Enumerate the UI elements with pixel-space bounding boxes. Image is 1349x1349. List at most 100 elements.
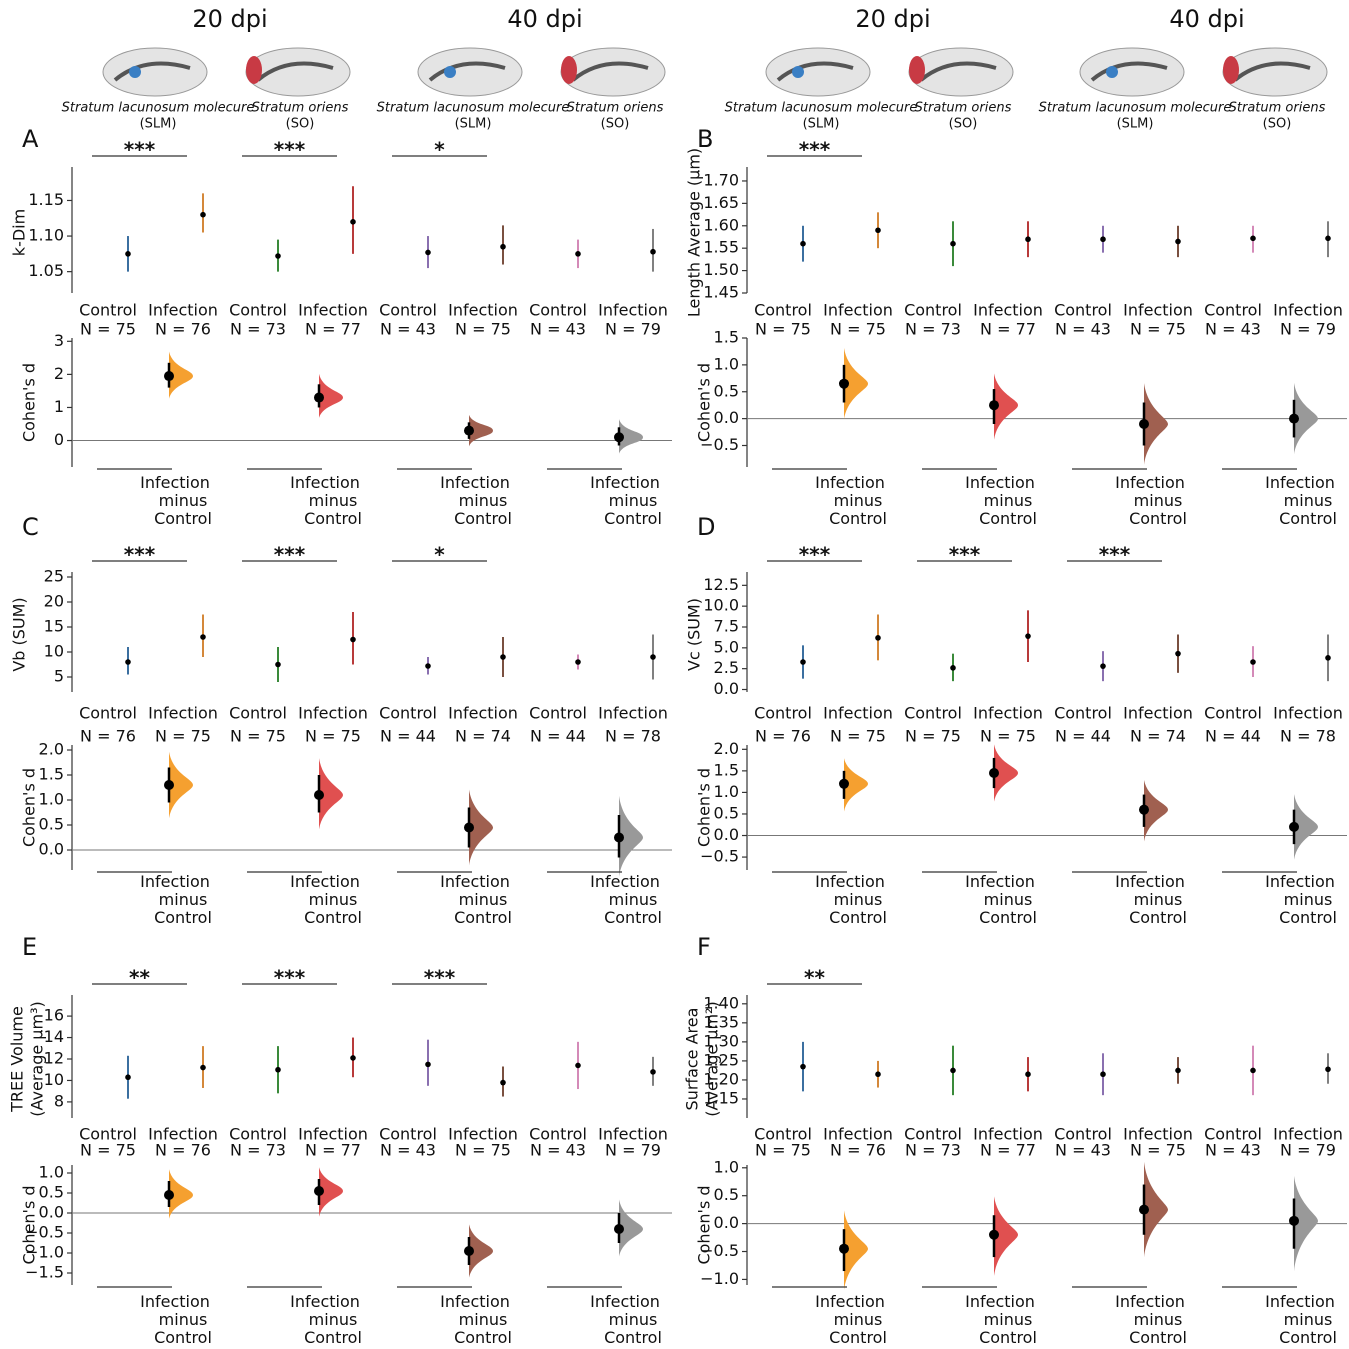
y-tick-label: 5.0 [714,637,739,656]
y-tick-label: 5 [54,667,64,686]
group-mean [1250,1068,1256,1074]
comparison-label-line: minus [459,890,508,909]
effect-size [989,768,999,778]
comparison-label-line: minus [984,890,1033,909]
y-tick-label: 1.15 [28,190,64,209]
comparison-label-line: Infection [590,872,660,891]
group-mean [1025,633,1031,639]
comparison-label-line: Control [829,908,887,927]
group-n: N = 73 [230,320,286,339]
group-mean [275,662,281,668]
group-mean [650,1069,656,1075]
group-mean [575,251,581,257]
significance-stars: *** [124,543,156,567]
region-name: Stratum oriens [567,101,664,116]
group-mean [1100,663,1106,669]
region-highlight [561,56,577,84]
effect-size [1289,1216,1299,1226]
group-n: N = 76 [755,727,811,746]
comparison-label-line: Control [154,509,212,528]
panel-letter: D [697,513,715,541]
group-n: N = 75 [155,727,211,746]
significance-stars: * [434,543,445,567]
comparison-label-line: Control [829,509,887,528]
d-axis-label: Cohen's d [20,768,39,847]
comparison-label: InfectionminusControl [1265,473,1337,528]
comparison-label-line: minus [459,491,508,510]
region-name: Stratum lacunosum molecure [1039,101,1232,116]
significance-stars: *** [799,543,831,567]
group-mean [875,227,881,233]
comparison-label: InfectionminusControl [140,872,212,927]
y-tick-label: 16 [44,1006,64,1025]
comparison-label-line: minus [1134,491,1183,510]
effect-size [1139,419,1149,429]
y-tick-label: 1.10 [28,226,64,245]
group-n: N = 79 [1280,320,1336,339]
comparison-label-line: minus [309,890,358,909]
group-n: N = 44 [1205,727,1261,746]
comparison-label-line: minus [1134,1310,1183,1329]
comparison-label-line: minus [309,1310,358,1329]
group-label: Infection [823,301,893,320]
comparison-label-line: Infection [290,1292,360,1311]
group-n: N = 73 [230,1141,286,1160]
group-label: Control [1204,301,1262,320]
region-name: Stratum lacunosum molecure [62,101,255,116]
d-tick-label: 2 [54,364,64,383]
effect-size [614,1224,624,1234]
d-tick-label: 0.5 [714,803,739,822]
comparison-label-line: Control [1129,1328,1187,1347]
comparison-label-line: Control [979,509,1037,528]
y-tick-label: 10.0 [703,596,739,615]
group-mean [1100,236,1106,242]
comparison-label: InfectionminusControl [440,473,512,528]
y-tick-label: 20 [44,592,64,611]
group-label: Infection [448,301,518,320]
comparison-label-line: Control [604,908,662,927]
d-tick-label: 0.0 [714,408,739,427]
comparison-label-line: Infection [815,1292,885,1311]
comparison-label-line: Control [454,509,512,528]
group-mean [875,1071,881,1077]
significance-stars: *** [799,138,831,162]
d-axis-label: Cohen's d [20,363,39,442]
y-tick-label: 12 [44,1049,64,1068]
d-tick-label: 0.0 [39,1203,64,1222]
group-n: N = 76 [80,727,136,746]
y-tick-label: 12.5 [703,575,739,594]
group-label: Control [229,704,287,723]
significance-stars: *** [274,543,306,567]
d-tick-label: −1.0 [700,1269,739,1288]
region-abbr: (SO) [601,117,630,132]
d-tick-label: 0.5 [714,381,739,400]
region-abbr: (SO) [1263,117,1292,132]
y-tick-label: 1.65 [703,193,739,212]
group-label: Control [904,301,962,320]
comparison-label-line: Infection [1115,872,1185,891]
group-mean [425,250,431,256]
effect-size [464,1246,474,1256]
group-label: Control [229,301,287,320]
comparison-label-line: Control [304,509,362,528]
significance-stars: ** [804,966,825,990]
comparison-label: InfectionminusControl [290,872,362,927]
group-n: N = 75 [755,1141,811,1160]
effect-size [1289,822,1299,832]
region-highlight [129,66,141,78]
comparison-label-line: minus [609,1310,658,1329]
effect-size [614,833,624,843]
y-axis-label: Vb (SUM) [10,597,29,671]
effect-size [464,426,474,436]
comparison-label-line: minus [1284,1310,1333,1329]
group-label: Infection [973,704,1043,723]
significance-stars: ** [129,966,150,990]
d-axis-label: Cohen's d [20,1185,39,1264]
comparison-label: InfectionminusControl [590,1292,662,1347]
y-tick-label: 15 [44,617,64,636]
group-label: Infection [448,704,518,723]
group-n: N = 43 [530,1141,586,1160]
y-tick-label: 2.5 [714,658,739,677]
region-highlight [246,56,262,84]
